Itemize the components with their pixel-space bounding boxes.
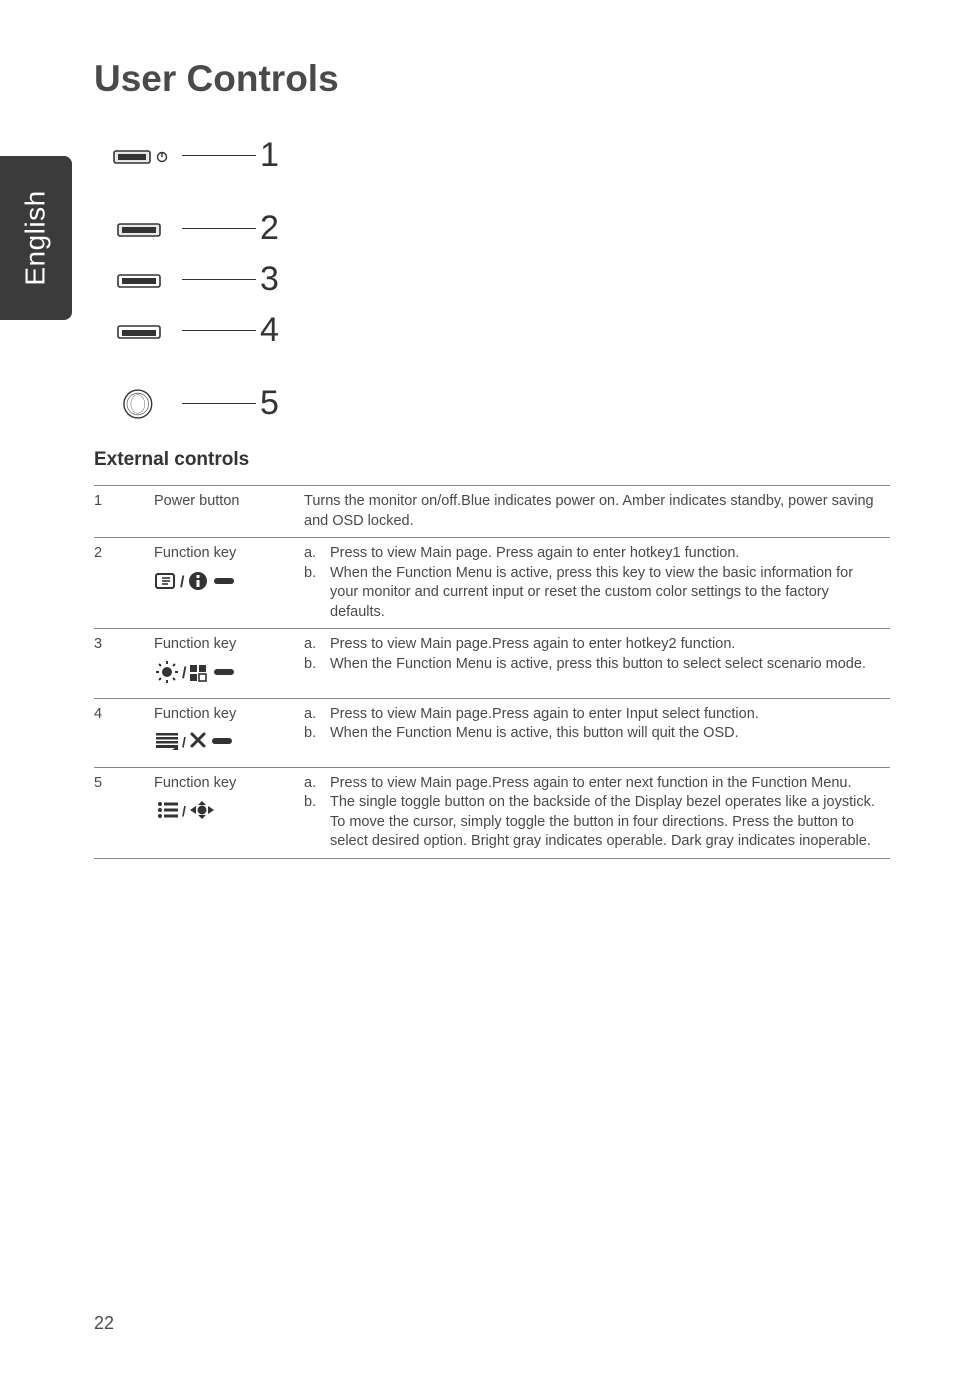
button-diagram: 1 2 3 4 [112,136,894,423]
leader-line [182,330,256,331]
diagram-num-2: 2 [260,209,284,248]
table-row: 3 Function key / [94,629,890,698]
row-name-text: Function key [154,775,236,791]
button-3-icon [112,263,176,297]
item-lab: b. [304,564,330,623]
svg-text:/: / [180,574,185,591]
page-title: User Controls [94,58,894,100]
row-desc: a.Press to view Main page. Press again t… [304,538,890,629]
leader-line [182,403,256,404]
page-content: User Controls 1 2 [94,58,894,859]
row-desc: a.Press to view Main page.Press again to… [304,698,890,767]
row3-icons: / [154,659,298,692]
row-name: Power button [154,486,304,538]
diagram-num-1: 1 [260,136,284,175]
row-name: Function key / [154,538,304,629]
item-lab: b. [304,655,330,675]
diagram-num-4: 4 [260,311,284,350]
svg-text:/: / [182,665,187,682]
diagram-num-3: 3 [260,260,284,299]
button-2-icon [112,212,176,246]
row5-icons: / [154,797,298,830]
row-num: 1 [94,486,154,538]
item-lab: b. [304,793,330,852]
table-row: 1 Power button Turns the monitor on/off.… [94,486,890,538]
item-txt: When the Function Menu is active, press … [330,564,884,623]
row-name-text: Function key [154,706,236,722]
leader-line [182,279,256,280]
diagram-row-5: 5 [112,384,894,423]
item-txt: When the Function Menu is active, this b… [330,724,884,744]
row-num: 4 [94,698,154,767]
row-name-text: Function key [154,636,236,652]
table-row: 5 Function key / [94,767,890,858]
svg-text:/: / [182,803,186,819]
button-1-icon [112,139,176,173]
table-row: 4 Function key / [94,698,890,767]
item-lab: a. [304,705,330,725]
item-txt: Press to view Main page. Press again to … [330,544,884,564]
diagram-row-3: 3 [112,260,894,299]
item-txt: Press to view Main page.Press again to e… [330,635,884,655]
diagram-num-5: 5 [260,384,284,423]
row2-icons: / [154,568,298,601]
language-side-tab: English [0,156,72,320]
item-lab: a. [304,774,330,794]
diagram-row-4: 4 [112,311,894,350]
row-name: Function key / [154,629,304,698]
row-num: 2 [94,538,154,629]
button-5-icon [112,387,176,421]
item-txt: When the Function Menu is active, press … [330,655,884,675]
diagram-row-1: 1 [112,136,894,175]
table-row: 2 Function key / [94,538,890,629]
button-4-icon [112,314,176,348]
item-txt: Press to view Main page.Press again to e… [330,774,884,794]
row-desc: Turns the monitor on/off.Blue indicates … [304,486,890,538]
language-label: English [20,190,52,285]
row4-icons: / [154,728,298,761]
diagram-row-2: 2 [112,209,894,248]
row-num: 5 [94,767,154,858]
row-name: Function key / [154,698,304,767]
item-txt: Press to view Main page.Press again to e… [330,705,884,725]
row-num: 3 [94,629,154,698]
external-controls-heading: External controls [94,449,894,471]
item-lab: a. [304,544,330,564]
leader-line [182,155,256,156]
page-number: 22 [94,1313,114,1334]
item-txt: The single toggle button on the backside… [330,793,884,852]
row-name: Function key / [154,767,304,858]
svg-text:/: / [182,734,186,750]
item-lab: b. [304,724,330,744]
controls-table: 1 Power button Turns the monitor on/off.… [94,485,890,859]
item-lab: a. [304,635,330,655]
row-desc: a.Press to view Main page.Press again to… [304,629,890,698]
row-desc: a.Press to view Main page.Press again to… [304,767,890,858]
row-name-text: Function key [154,545,236,561]
leader-line [182,228,256,229]
